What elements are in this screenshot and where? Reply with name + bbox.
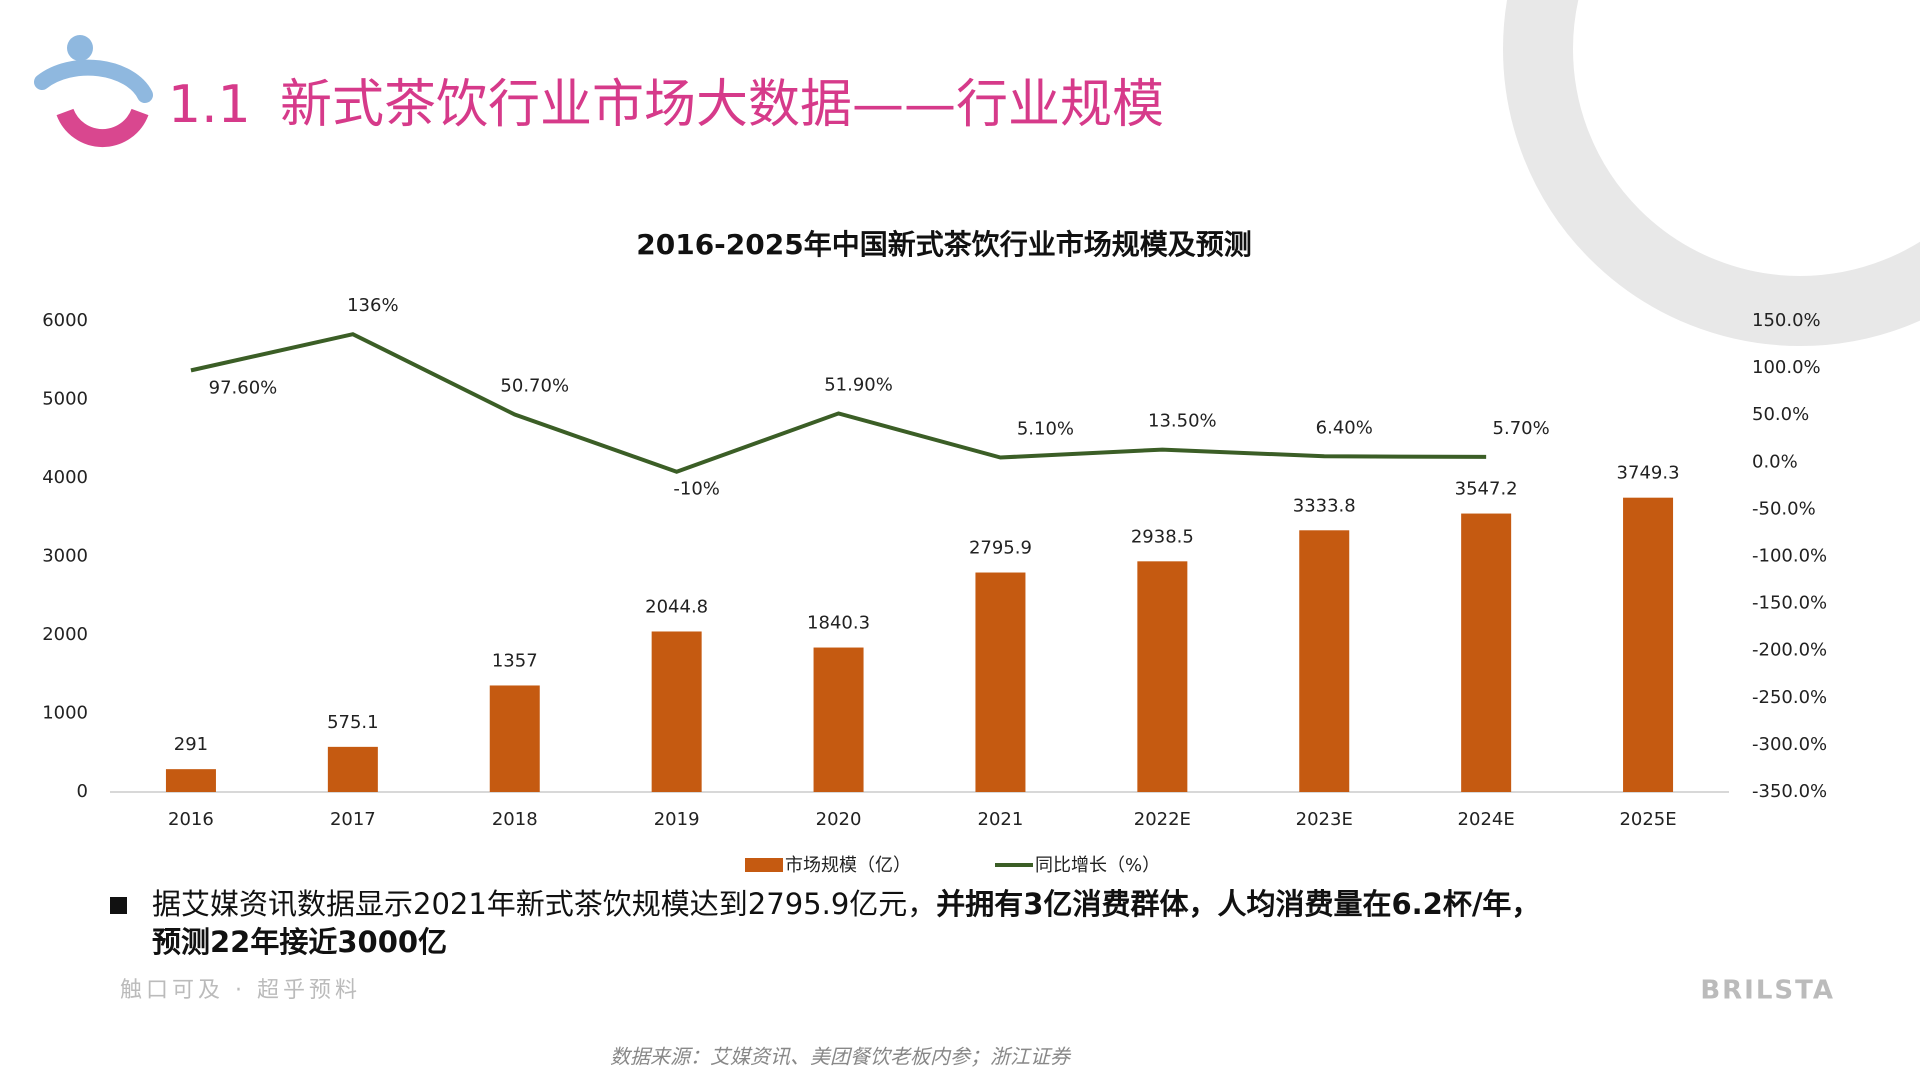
legend-label: 市场规模（亿） bbox=[785, 855, 911, 876]
line-value-label: 136% bbox=[347, 295, 398, 316]
y2-tick-label: -200.0% bbox=[1752, 640, 1827, 661]
line-value-label: 97.60% bbox=[209, 377, 278, 398]
y2-tick-label: -100.0% bbox=[1752, 546, 1827, 567]
line-value-label: 13.50% bbox=[1148, 411, 1217, 432]
line bbox=[190, 332, 1487, 474]
line-value-label: -10% bbox=[673, 479, 720, 500]
bar-value-label: 2938.5 bbox=[1131, 526, 1194, 547]
legend-swatch bbox=[745, 858, 783, 872]
bar-value-label: 1840.3 bbox=[807, 613, 870, 634]
x-tick-label: 2019 bbox=[654, 809, 700, 830]
bar bbox=[651, 631, 702, 792]
decor-ring bbox=[1503, 0, 1920, 346]
line-value-label: 5.10% bbox=[1017, 418, 1074, 439]
bar bbox=[1137, 561, 1188, 792]
bar bbox=[1623, 497, 1674, 792]
bar-value-label: 291 bbox=[174, 734, 208, 755]
bar-value-label: 3547.2 bbox=[1455, 479, 1518, 500]
logo bbox=[34, 35, 153, 147]
bullet-text: 预测22年接近3000亿 bbox=[152, 925, 447, 959]
source: 数据来源：艾媒资讯、美团餐饮老板内参；浙江证券 bbox=[610, 1045, 1072, 1069]
bar bbox=[489, 685, 540, 792]
line-value-label: 50.70% bbox=[500, 376, 569, 397]
y-tick-label: 0 bbox=[77, 781, 88, 802]
x-tick-label: 2023E bbox=[1296, 809, 1353, 830]
y2-tick-label: 150.0% bbox=[1752, 310, 1821, 331]
bar-value-label: 575.1 bbox=[327, 712, 379, 733]
x-tick-label: 2021 bbox=[978, 809, 1024, 830]
line-value-label: 51.90% bbox=[824, 374, 893, 395]
bullet-line: 据艾媒资讯数据显示2021年新式茶饮规模达到2795.9亿元，并拥有3亿消费群体… bbox=[152, 887, 1540, 921]
x-tick-label: 2017 bbox=[330, 809, 376, 830]
bar bbox=[975, 572, 1026, 792]
bullet-marker bbox=[110, 897, 127, 914]
y-tick-label: 2000 bbox=[42, 624, 88, 645]
section-number: 1.1 bbox=[168, 75, 251, 135]
bullet-text: 据艾媒资讯数据显示2021年新式茶饮规模达到2795.9亿元， bbox=[152, 887, 936, 921]
bar bbox=[1461, 513, 1512, 792]
x-tick-label: 2016 bbox=[168, 809, 214, 830]
y-tick-label: 3000 bbox=[42, 546, 88, 567]
line-value-label: 5.70% bbox=[1493, 418, 1550, 439]
bar-value-label: 2044.8 bbox=[645, 596, 708, 617]
bar bbox=[165, 769, 216, 792]
bar-value-label: 3749.3 bbox=[1617, 463, 1680, 484]
bullet-line: 预测22年接近3000亿 bbox=[152, 925, 447, 959]
y2-tick-label: -250.0% bbox=[1752, 687, 1827, 708]
y-tick-label: 1000 bbox=[42, 703, 88, 724]
bar bbox=[327, 746, 378, 792]
x-tick-label: 2020 bbox=[816, 809, 862, 830]
y-tick-label: 5000 bbox=[42, 389, 88, 410]
bar-value-label: 1357 bbox=[492, 650, 538, 671]
x-tick-label: 2022E bbox=[1134, 809, 1191, 830]
y2-tick-label: 100.0% bbox=[1752, 357, 1821, 378]
legend-label: 同比增长（%） bbox=[1035, 855, 1160, 876]
y2-tick-label: -350.0% bbox=[1752, 781, 1827, 802]
chart-title: 2016-2025年中国新式茶饮行业市场规模及预测 bbox=[636, 228, 1251, 261]
bar bbox=[813, 647, 864, 792]
brand: BRILSTA bbox=[1700, 976, 1835, 1006]
slogan: 触口可及 · 超乎预料 bbox=[120, 978, 361, 1003]
x-tick-label: 2024E bbox=[1458, 809, 1515, 830]
bar-value-label: 2795.9 bbox=[969, 538, 1032, 559]
x-tick-label: 2018 bbox=[492, 809, 538, 830]
bullet: 据艾媒资讯数据显示2021年新式茶饮规模达到2795.9亿元，并拥有3亿消费群体… bbox=[110, 887, 1540, 959]
y2-tick-label: -150.0% bbox=[1752, 593, 1827, 614]
y-tick-label: 4000 bbox=[42, 467, 88, 488]
y2-tick-label: -50.0% bbox=[1752, 498, 1816, 519]
y2-tick-label: 50.0% bbox=[1752, 404, 1809, 425]
bullet-text: 并拥有3亿消费群体，人均消费量在6.2杯/年， bbox=[936, 887, 1540, 921]
bar-value-label: 3333.8 bbox=[1293, 495, 1356, 516]
line-value-label: 6.40% bbox=[1316, 417, 1373, 438]
y-tick-label: 6000 bbox=[42, 310, 88, 331]
x-tick-label: 2025E bbox=[1619, 809, 1676, 830]
y2-tick-label: -300.0% bbox=[1752, 734, 1827, 755]
page-title: 新式茶饮行业市场大数据——行业规模 bbox=[280, 75, 1164, 135]
y2-tick-label: 0.0% bbox=[1752, 451, 1798, 472]
bar bbox=[1299, 530, 1350, 792]
